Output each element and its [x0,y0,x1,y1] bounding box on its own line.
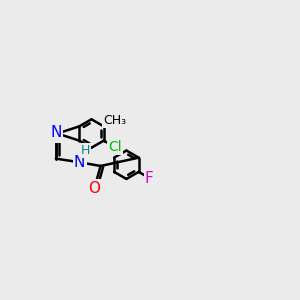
Text: N: N [50,125,61,140]
Text: F: F [145,170,154,185]
Text: N: N [74,155,85,170]
Text: CH₃: CH₃ [103,113,126,127]
Text: Cl: Cl [108,140,122,154]
Text: O: O [88,181,101,196]
Text: S: S [51,127,61,142]
Text: H: H [80,144,90,158]
